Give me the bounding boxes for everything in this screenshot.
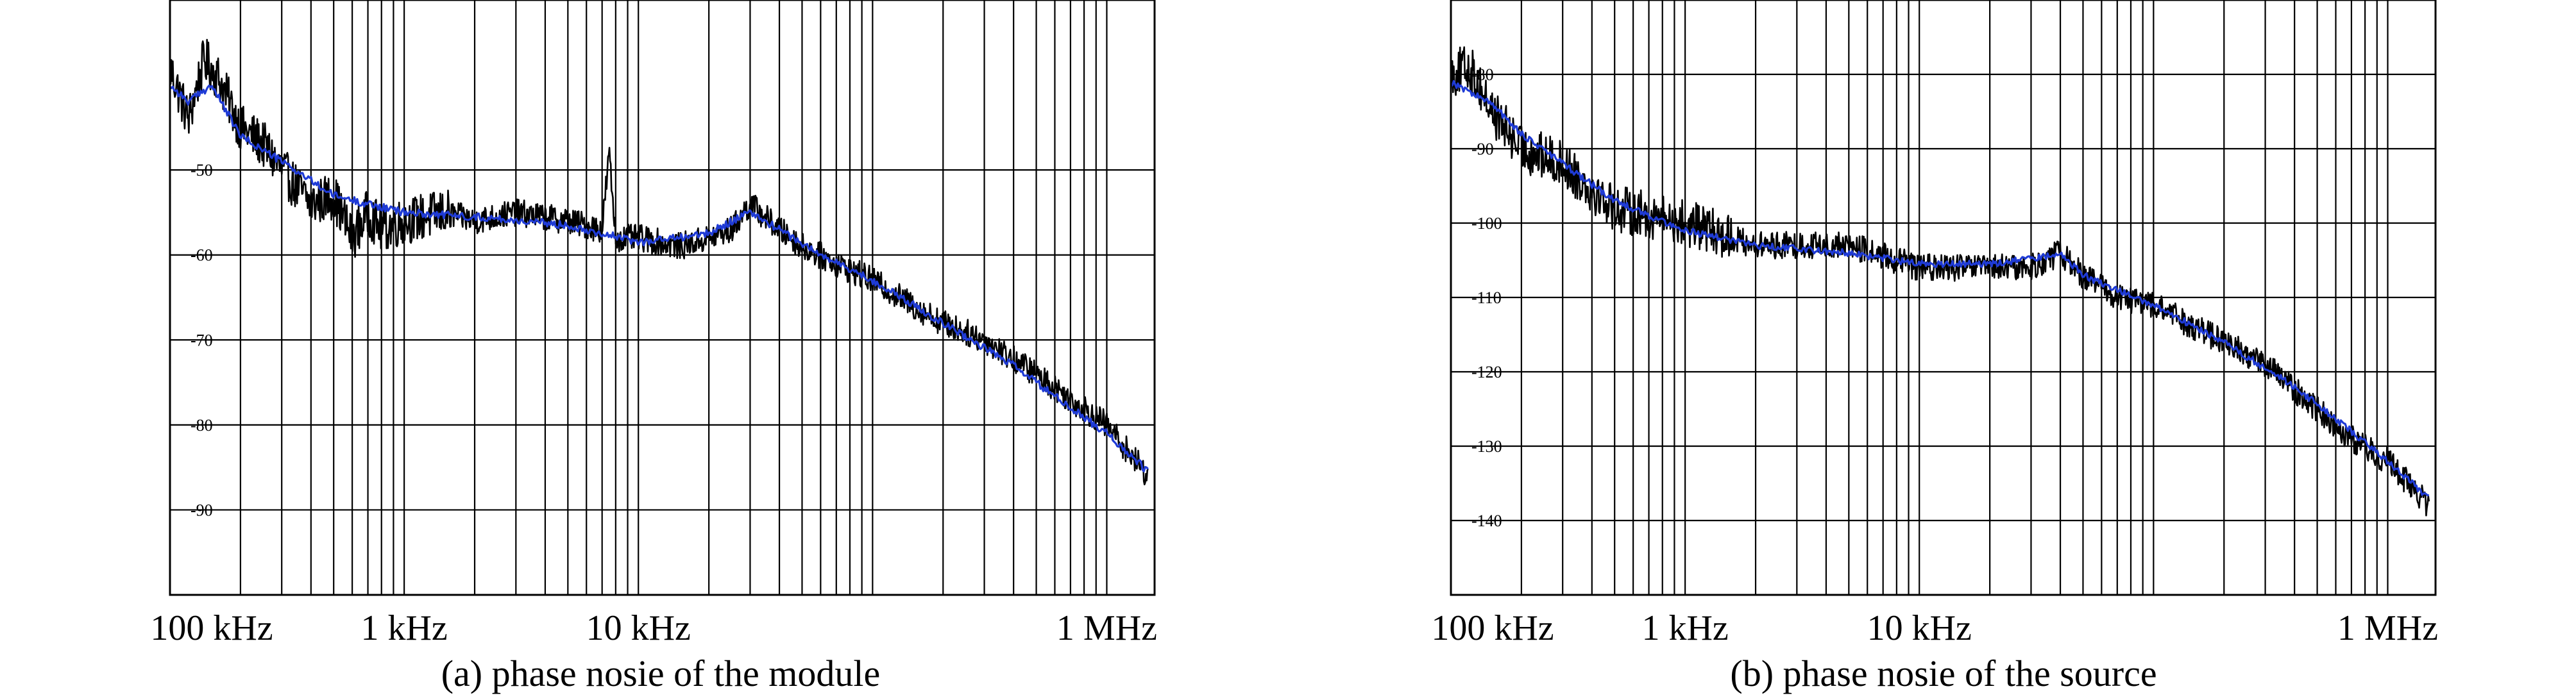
raw-noise-trace: [169, 38, 1149, 486]
chart-panel-1: -50 -60 -70 -80 -90 100 kHz 1 kHz 10 kHz 1 MHz (a…: [150, 0, 1157, 694]
x-tick-label: 100 kHz: [150, 608, 273, 648]
x-tick-label: 1 MHz: [1056, 608, 1157, 648]
y-tick-label: -140: [1471, 512, 1502, 530]
y-tick-label: -130: [1471, 437, 1502, 456]
chart-caption: (a) phase nosie of the module: [441, 653, 881, 694]
x-tick-label: 100 kHz: [1431, 608, 1554, 648]
x-tick-label: 10 kHz: [586, 608, 691, 648]
y-tick-label: -50: [191, 161, 213, 179]
y-tick-label: -110: [1471, 288, 1502, 307]
y-tick-label: -80: [191, 416, 213, 435]
raw-noise-trace: [1450, 46, 2430, 517]
y-tick-label: -90: [191, 501, 213, 519]
plot-frame: [169, 0, 1156, 596]
y-tick-label: -90: [1471, 140, 1494, 158]
y-tick-label: -60: [191, 246, 213, 265]
x-tick-label: 1 kHz: [1641, 608, 1728, 648]
y-tick-label: -120: [1471, 363, 1502, 381]
smoothed-trace: [1450, 79, 2429, 497]
smoothed-trace: [169, 84, 1149, 472]
x-tick-label: 10 kHz: [1867, 608, 1972, 648]
plot-frame: [1450, 0, 2437, 596]
chart-caption: (b) phase nosie of the source: [1730, 653, 2157, 694]
x-tick-label: 1 kHz: [360, 608, 447, 648]
y-tick-label: -70: [191, 331, 213, 349]
x-tick-label: 1 MHz: [2337, 608, 2438, 648]
y-tick-label: -100: [1471, 214, 1502, 233]
